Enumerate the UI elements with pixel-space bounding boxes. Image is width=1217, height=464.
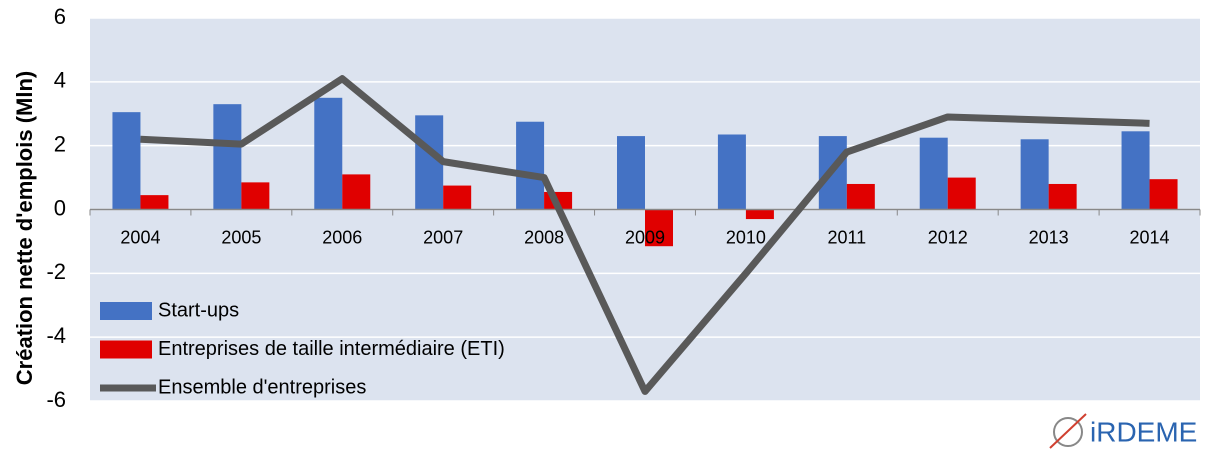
x-tick-label: 2009: [625, 227, 665, 247]
bar: [947, 177, 976, 210]
bar: [1048, 183, 1077, 210]
bar: [241, 182, 270, 210]
y-tick-label: 0: [54, 195, 66, 220]
y-tick-label: 4: [54, 68, 66, 93]
legend-swatch: [100, 340, 152, 359]
x-tick-label: 2005: [221, 227, 261, 247]
bar: [415, 115, 444, 210]
logo-icon: [1053, 417, 1083, 447]
x-tick-label: 2013: [1029, 227, 1069, 247]
x-tick-label: 2014: [1130, 227, 1170, 247]
x-tick-label: 2004: [120, 227, 160, 247]
legend-label: Ensemble d'entreprises: [158, 376, 366, 398]
x-tick-label: 2006: [322, 227, 362, 247]
x-tick-label: 2012: [928, 227, 968, 247]
y-tick-label: -6: [46, 387, 66, 412]
y-axis-label: Création nette d'emplois (Mln): [12, 71, 37, 385]
bar: [1121, 131, 1150, 210]
logo: iRDEME: [1049, 413, 1197, 449]
legend-label: Start-ups: [158, 299, 239, 321]
bar: [516, 121, 545, 210]
y-tick-label: -2: [46, 259, 66, 284]
bar: [617, 136, 645, 210]
y-tick-label: -4: [46, 323, 66, 348]
bar: [846, 183, 875, 210]
bar: [919, 137, 948, 210]
line: [140, 75, 1150, 395]
x-tick-label: 2008: [524, 227, 564, 247]
y-tick-label: 2: [54, 131, 66, 156]
bar: [140, 195, 169, 210]
bar: [1020, 139, 1049, 210]
bar: [1149, 179, 1178, 210]
bar: [213, 104, 242, 210]
bar: [443, 185, 472, 210]
x-tick-label: 2011: [827, 227, 866, 247]
logo-text: iRDEME: [1090, 416, 1197, 447]
legend-label: Entreprises de taille intermédiaire (ETI…: [158, 338, 505, 360]
x-tick-label: 2010: [726, 227, 766, 247]
logo-icon: [1049, 413, 1087, 449]
bar: [342, 174, 371, 210]
bar: [314, 97, 343, 210]
bar: [717, 134, 746, 210]
legend-swatch: [100, 302, 152, 320]
x-tick-label: 2007: [423, 227, 463, 247]
bar: [645, 209, 673, 247]
bar: [745, 209, 774, 220]
bar: [112, 112, 141, 210]
y-tick-label: 6: [54, 4, 66, 29]
